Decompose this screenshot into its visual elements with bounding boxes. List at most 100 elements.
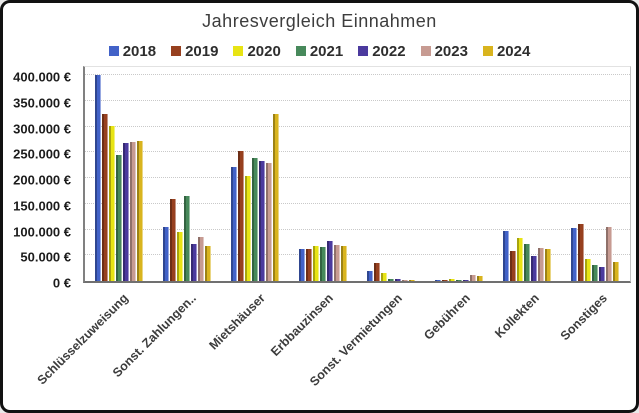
bar-2020-1 xyxy=(108,126,115,281)
bar-2019-2 xyxy=(169,199,176,281)
bar-2024-8 xyxy=(613,262,620,281)
gridline xyxy=(85,202,630,204)
gridline xyxy=(85,177,630,178)
legend-swatch-icon xyxy=(358,46,369,56)
bar-2020-2 xyxy=(176,232,183,281)
legend-item-2022: 2022 xyxy=(358,42,406,60)
bar-2020-5 xyxy=(381,273,388,281)
bar-2019-4 xyxy=(305,249,312,281)
bar-2021-5 xyxy=(388,279,395,281)
legend-item-2024: 2024 xyxy=(482,42,531,60)
bar-2022-2 xyxy=(190,244,197,281)
bar-2023-1 xyxy=(129,142,136,281)
bar-2020-8 xyxy=(585,259,592,281)
y-axis-tick-label: 250.000 € xyxy=(13,146,71,162)
legend-item-2023: 2023 xyxy=(420,42,468,60)
legend-item-2018: 2018 xyxy=(108,42,157,60)
bar-2020-6 xyxy=(449,279,456,281)
y-axis-tick-label: 400.000 € xyxy=(13,69,71,85)
bar-group-4 xyxy=(289,67,357,281)
x-axis-category-label: Sonst. Zahlungen.. xyxy=(110,291,200,380)
bar-2022-4 xyxy=(326,241,333,281)
bar-2019-7 xyxy=(510,251,517,281)
legend-label: 2023 xyxy=(434,42,468,60)
x-axis-category-label: Sonstiges xyxy=(557,291,611,344)
gridline xyxy=(85,228,630,230)
bar-2019-5 xyxy=(374,263,381,281)
legend-label: 2022 xyxy=(372,42,406,60)
legend-label: 2019 xyxy=(185,42,219,60)
legend-label: 2018 xyxy=(122,42,157,60)
bar-2023-5 xyxy=(402,280,409,281)
legend-swatch-icon xyxy=(295,46,306,56)
legend-label: 2024 xyxy=(496,42,531,60)
x-axis-category-label: Kollekten xyxy=(491,291,542,341)
bar-group-8 xyxy=(562,67,630,281)
y-axis-tick-label: 200.000 € xyxy=(13,172,71,188)
bar-2024-3 xyxy=(272,114,279,281)
bar-2024-2 xyxy=(204,246,211,281)
legend-item-2019: 2019 xyxy=(171,43,218,60)
gridline xyxy=(85,125,630,127)
bar-2023-6 xyxy=(470,275,477,281)
plot-area xyxy=(83,66,631,283)
chart-legend: 2018 2019 2020 2021 2022 2023 2024 xyxy=(3,40,636,62)
bar-2018-7 xyxy=(503,231,510,281)
bar-2022-3 xyxy=(258,161,265,281)
bar-2021-3 xyxy=(251,158,258,281)
x-axis-category-label: Gebühren xyxy=(421,291,474,343)
bar-2023-3 xyxy=(265,163,272,281)
bar-2024-4 xyxy=(340,246,347,281)
legend-item-2020: 2020 xyxy=(233,42,281,60)
bar-group-7 xyxy=(494,67,562,281)
bar-2024-6 xyxy=(477,276,484,281)
bar-2018-5 xyxy=(367,271,374,281)
x-axis-category-label: Schlüsselzuweisung xyxy=(34,291,131,388)
bar-2019-1 xyxy=(101,114,108,281)
bar-2023-2 xyxy=(197,237,204,281)
bar-2021-8 xyxy=(592,265,599,281)
bar-group-3 xyxy=(221,67,289,281)
bar-2021-1 xyxy=(115,155,122,281)
y-axis-tick-label: 0 € xyxy=(52,275,71,291)
legend-label: 2020 xyxy=(247,42,281,60)
bar-2022-1 xyxy=(122,143,129,281)
y-axis-tick-label: 300.000 € xyxy=(13,121,71,136)
legend-item-2021: 2021 xyxy=(295,42,344,60)
bar-2024-7 xyxy=(545,249,552,281)
x-axis-category-label: Erbbauzinsen xyxy=(268,291,337,359)
bar-2024-5 xyxy=(409,280,416,281)
bar-2020-4 xyxy=(312,246,319,281)
bar-2023-7 xyxy=(538,248,545,281)
bar-2022-5 xyxy=(395,279,402,281)
gridline xyxy=(85,74,630,75)
bar-2020-3 xyxy=(244,176,251,281)
y-axis-tick-label: 150.000 € xyxy=(13,198,71,214)
bar-group-2 xyxy=(153,67,221,281)
bar-2021-6 xyxy=(456,280,463,281)
bar-group-6 xyxy=(426,67,494,281)
legend-swatch-icon xyxy=(233,46,244,56)
bar-2018-3 xyxy=(230,167,237,281)
bar-2023-8 xyxy=(606,227,613,281)
bar-2019-3 xyxy=(237,151,244,281)
y-axis-tick-label: 350.000 € xyxy=(13,95,71,111)
gridline xyxy=(85,151,630,153)
bar-2022-7 xyxy=(531,256,538,281)
bar-2024-1 xyxy=(136,141,143,281)
x-axis-category-label: Sonst. Vermietungen xyxy=(306,291,405,389)
y-axis-tick-label: 50.000 € xyxy=(20,249,71,265)
bar-2021-4 xyxy=(319,247,326,281)
legend-label: 2021 xyxy=(309,42,344,60)
bar-2018-6 xyxy=(435,280,442,281)
legend-swatch-icon xyxy=(171,46,182,56)
bar-2020-7 xyxy=(517,238,524,281)
gridline xyxy=(85,99,630,101)
bar-2023-4 xyxy=(333,245,340,281)
bar-2019-6 xyxy=(442,280,449,281)
bar-2021-7 xyxy=(524,244,531,281)
bar-2018-2 xyxy=(162,227,169,281)
bar-group-5 xyxy=(358,67,426,281)
legend-swatch-icon xyxy=(482,46,493,56)
